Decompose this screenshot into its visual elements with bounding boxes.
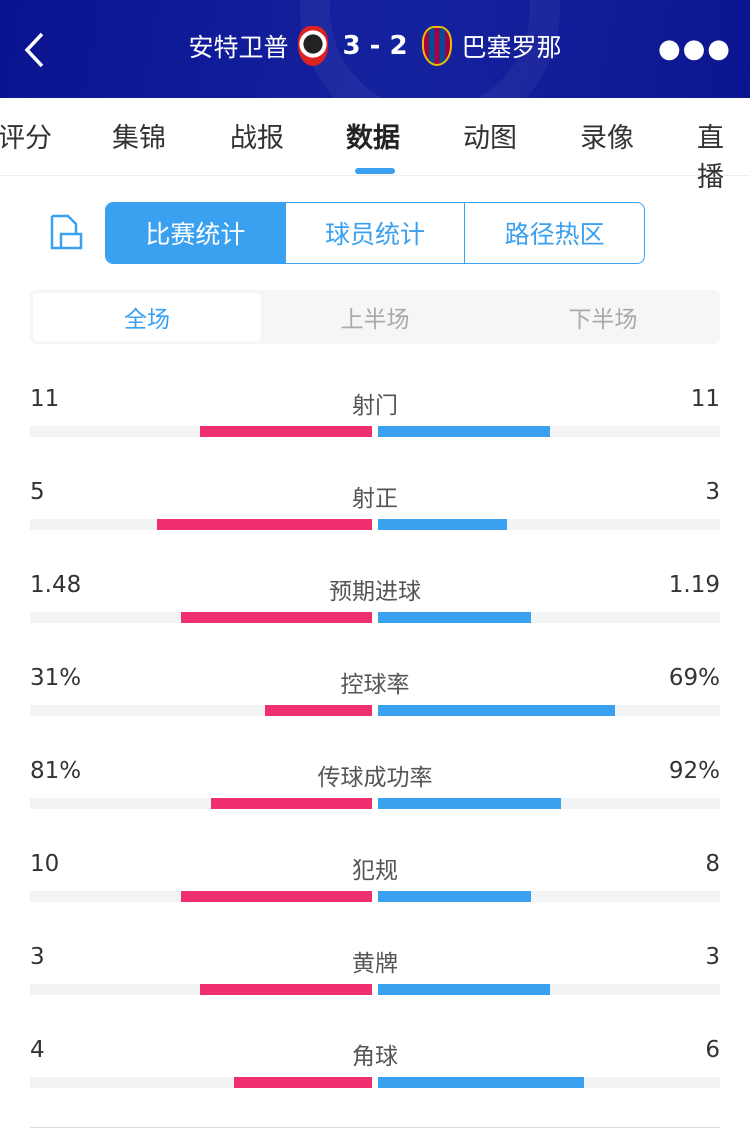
stat-name: 角球 [352, 1044, 398, 1070]
away-bar [378, 519, 507, 530]
home-value: 81% [30, 758, 82, 784]
tab-1[interactable]: 集锦 [112, 123, 166, 154]
active-tab-indicator [355, 168, 395, 174]
away-track [378, 612, 720, 623]
home-track [30, 426, 372, 437]
stat-row: 31% 控球率 69% [30, 665, 720, 725]
stat-name: 射正 [352, 486, 398, 512]
stat-type-switch: 比赛统计 球员统计 路径热区 [105, 202, 645, 264]
away-bar [378, 891, 531, 902]
away-value: 3 [705, 944, 720, 970]
home-track [30, 798, 372, 809]
away-value: 11 [690, 386, 720, 412]
tab-bar: 评分 集锦 战报 数据 动图 录像 直播 [0, 98, 750, 193]
home-bar [157, 519, 372, 530]
stat-row: 81% 传球成功率 92% [30, 758, 720, 818]
stat-name: 射门 [352, 393, 398, 419]
stat-row: 10 犯规 8 [30, 851, 720, 911]
tab-0[interactable]: 评分 [0, 123, 52, 154]
divider [30, 1127, 720, 1128]
home-track [30, 984, 372, 995]
away-track [378, 1077, 720, 1088]
tab-3[interactable]: 数据 [346, 123, 400, 154]
away-track [378, 891, 720, 902]
home-value: 4 [30, 1037, 45, 1063]
away-value: 6 [705, 1037, 720, 1063]
document-icon[interactable] [48, 214, 84, 250]
stat-row: 3 黄牌 3 [30, 944, 720, 1004]
player-stats-tab[interactable]: 球员统计 [284, 203, 465, 263]
match-header: 安特卫普 3 - 2 巴塞罗那 ●●● [0, 0, 750, 98]
stat-name: 控球率 [340, 672, 410, 698]
away-track [378, 798, 720, 809]
home-bar [200, 426, 372, 437]
home-track [30, 1077, 372, 1088]
stat-name: 传球成功率 [317, 765, 433, 791]
away-track [378, 984, 720, 995]
home-track [30, 891, 372, 902]
tab-4[interactable]: 动图 [463, 123, 517, 154]
away-track [378, 705, 720, 716]
away-team-name: 巴塞罗那 [461, 33, 562, 62]
away-bar [378, 705, 616, 716]
stat-row: 11 射门 11 [30, 386, 720, 446]
period-second-half[interactable]: 下半场 [568, 307, 638, 333]
home-bar [200, 984, 372, 995]
stat-name: 犯规 [352, 858, 398, 884]
period-switch: 全场 上半场 下半场 [30, 290, 720, 344]
home-track [30, 519, 372, 530]
home-value: 31% [30, 665, 82, 691]
away-bar [378, 426, 550, 437]
match-stats-tab[interactable]: 比赛统计 [106, 203, 285, 263]
tab-5[interactable]: 录像 [580, 123, 634, 154]
period-first-half[interactable]: 上半场 [340, 307, 410, 333]
away-bar [378, 612, 532, 623]
home-team-name: 安特卫普 [188, 33, 289, 62]
home-bar [180, 891, 372, 902]
home-value: 11 [30, 386, 60, 412]
away-team-logo [421, 26, 452, 66]
chevron-left-icon [24, 32, 44, 68]
home-bar [181, 612, 372, 623]
home-value: 3 [30, 944, 45, 970]
home-value: 10 [30, 851, 60, 877]
home-bar [210, 798, 372, 809]
home-value: 1.48 [30, 572, 82, 598]
home-team-logo [298, 26, 329, 66]
period-full[interactable]: 全场 [33, 293, 261, 341]
away-value: 92% [668, 758, 720, 784]
home-track [30, 705, 372, 716]
home-value: 5 [30, 479, 45, 505]
home-bar [234, 1077, 372, 1088]
match-title: 安特卫普 3 - 2 巴塞罗那 [0, 26, 750, 66]
away-value: 3 [705, 479, 720, 505]
back-button[interactable] [22, 30, 46, 70]
home-bar [265, 705, 372, 716]
away-value: 1.19 [668, 572, 720, 598]
away-track [378, 519, 720, 530]
tab-2[interactable]: 战报 [230, 123, 284, 154]
tab-6[interactable]: 直播 [697, 123, 724, 193]
more-dots-icon[interactable]: ●●● [657, 34, 732, 64]
home-track [30, 612, 372, 623]
stat-name: 黄牌 [352, 951, 398, 977]
away-value: 69% [668, 665, 720, 691]
away-value: 8 [705, 851, 720, 877]
heatmap-tab[interactable]: 路径热区 [464, 203, 644, 263]
stat-row: 1.48 预期进球 1.19 [30, 572, 720, 632]
score: 3 - 2 [342, 31, 408, 61]
away-bar [378, 984, 550, 995]
stat-row: 5 射正 3 [30, 479, 720, 539]
away-bar [378, 798, 561, 809]
stat-name: 预期进球 [329, 579, 421, 605]
away-bar [378, 1077, 585, 1088]
stat-row: 4 角球 6 [30, 1037, 720, 1097]
away-track [378, 426, 720, 437]
